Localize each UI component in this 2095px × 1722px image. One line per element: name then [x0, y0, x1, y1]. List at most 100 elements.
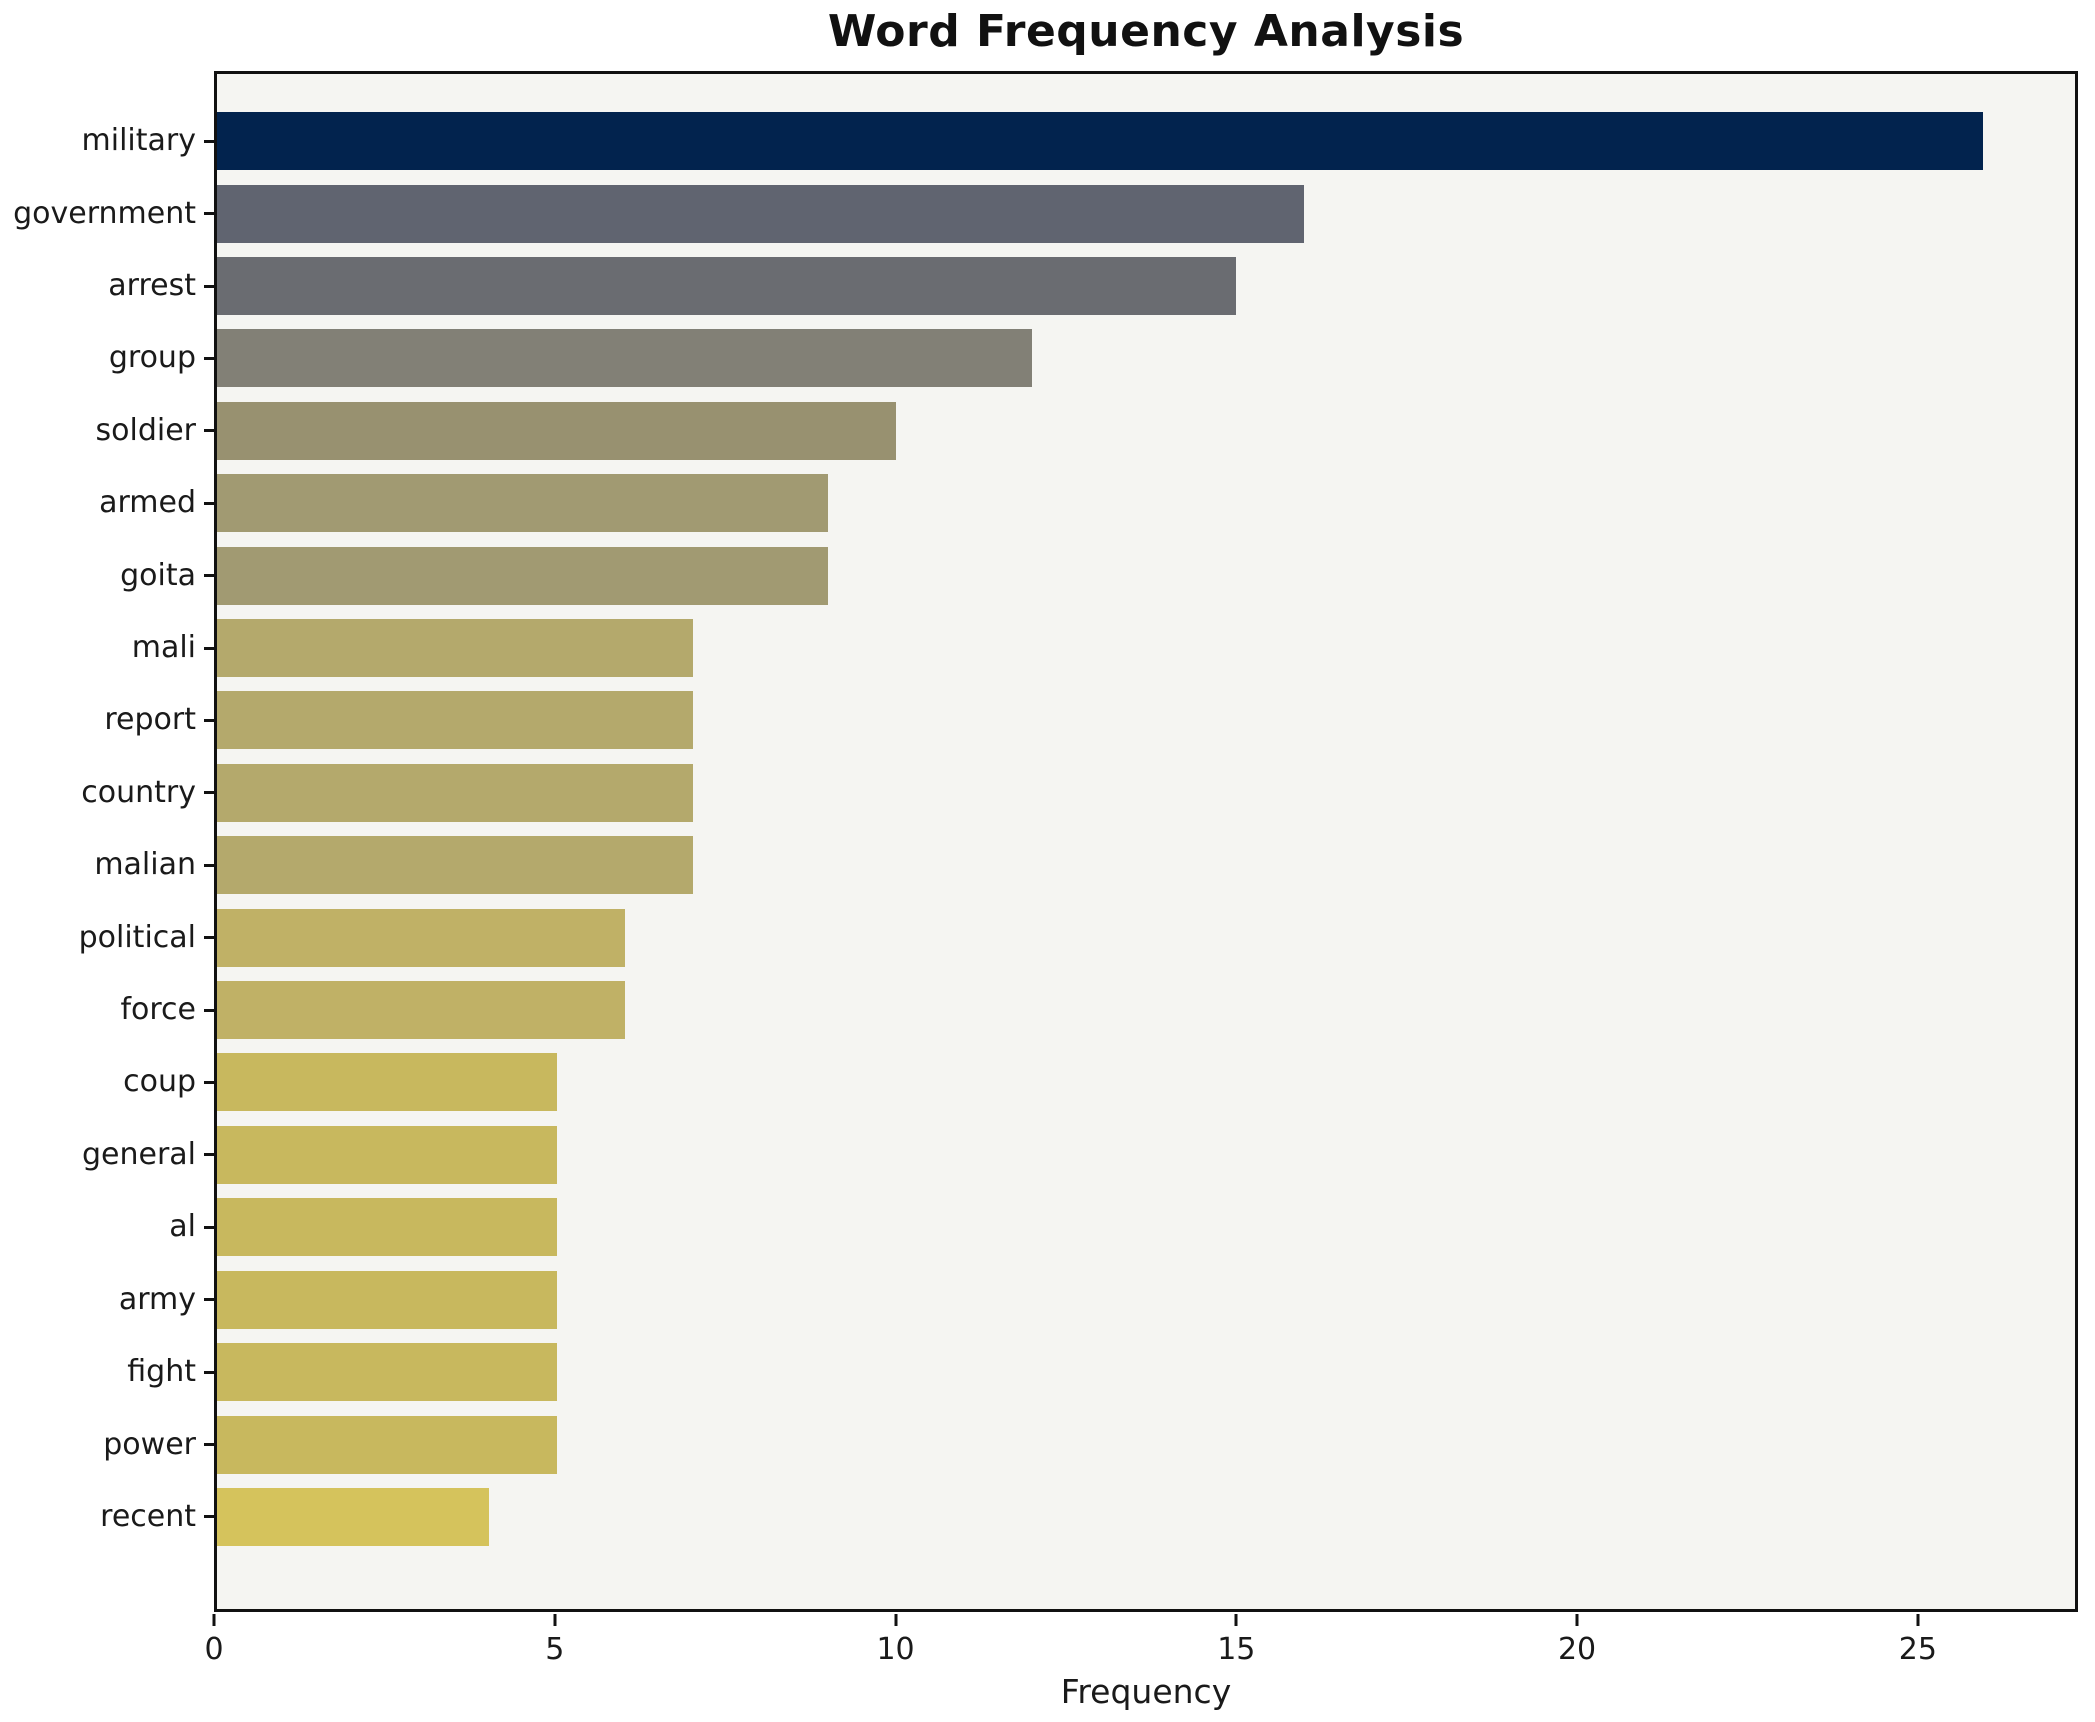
bar-political — [217, 908, 625, 967]
y-tick-mark — [204, 718, 214, 722]
y-label-row-goita: goita — [0, 539, 214, 611]
bar-coup — [217, 1053, 557, 1112]
x-tick-label-15: 15 — [1217, 1632, 1256, 1667]
y-label-political: political — [78, 919, 196, 955]
bar-row-arrest — [217, 250, 2075, 322]
y-label-row-force: force — [0, 974, 214, 1046]
y-tick-mark — [204, 284, 214, 288]
bar-force — [217, 981, 625, 1040]
bar-army — [217, 1270, 557, 1329]
y-label-row-army: army — [0, 1264, 214, 1336]
y-label-malian: malian — [94, 847, 196, 883]
y-label-row-recent: recent — [0, 1481, 214, 1553]
x-tick-label-20: 20 — [1557, 1632, 1597, 1667]
bar-row-soldier — [217, 395, 2075, 467]
bar-arrest — [217, 257, 1236, 316]
bar-goita — [217, 546, 829, 605]
bar-al — [217, 1198, 557, 1257]
bar-government — [217, 184, 1304, 243]
bar-power — [217, 1415, 557, 1474]
y-tick-mark — [204, 1225, 214, 1229]
y-tick-mark — [204, 1153, 214, 1157]
bar-general — [217, 1125, 557, 1184]
bar-row-mali — [217, 612, 2075, 684]
bar-report — [217, 691, 693, 750]
y-label-row-coup: coup — [0, 1046, 214, 1118]
bar-row-power — [217, 1408, 2075, 1480]
bar-row-military — [217, 105, 2075, 177]
x-tick-label-0: 0 — [204, 1632, 224, 1667]
bar-row-general — [217, 1119, 2075, 1191]
bar-group — [217, 329, 1033, 388]
y-tick-mark — [204, 356, 214, 360]
x-tick-mark-20 — [1575, 1614, 1579, 1626]
y-tick-mark — [204, 936, 214, 940]
x-tick-label-5: 5 — [545, 1632, 565, 1667]
y-tick-mark — [204, 1080, 214, 1084]
y-label-coup: coup — [123, 1064, 196, 1100]
bar-malian — [217, 836, 693, 895]
y-tick-mark — [204, 1515, 214, 1519]
x-tick-mark-0 — [212, 1614, 216, 1626]
y-tick-mark — [204, 791, 214, 795]
y-label-row-fight: fight — [0, 1336, 214, 1408]
y-label-government: government — [13, 195, 196, 231]
bar-row-goita — [217, 539, 2075, 611]
y-label-row-country: country — [0, 757, 214, 829]
y-label-row-general: general — [0, 1119, 214, 1191]
y-label-arrest: arrest — [108, 268, 196, 304]
y-label-military: military — [81, 123, 196, 159]
bar-row-political — [217, 901, 2075, 973]
bar-fight — [217, 1343, 557, 1402]
y-label-mali: mali — [131, 630, 196, 666]
y-label-country: country — [81, 774, 196, 810]
y-label-row-power: power — [0, 1408, 214, 1480]
bar-armed — [217, 474, 829, 533]
y-label-row-malian: malian — [0, 829, 214, 901]
y-tick-mark — [204, 863, 214, 867]
y-label-row-mali: mali — [0, 612, 214, 684]
y-tick-mark — [204, 1298, 214, 1302]
y-label-row-group: group — [0, 322, 214, 394]
y-tick-mark — [204, 574, 214, 578]
y-label-group: group — [108, 340, 196, 376]
x-tick-mark-25 — [1916, 1614, 1920, 1626]
y-label-report: report — [104, 702, 196, 738]
bar-mali — [217, 619, 693, 678]
y-label-row-al: al — [0, 1191, 214, 1263]
y-label-row-armed: armed — [0, 467, 214, 539]
y-label-row-arrest: arrest — [0, 250, 214, 322]
y-label-goita: goita — [120, 557, 196, 593]
bar-recent — [217, 1487, 489, 1546]
chart-title: Word Frequency Analysis — [827, 6, 1465, 57]
y-label-fight: fight — [127, 1354, 196, 1390]
bar-row-recent — [217, 1481, 2075, 1553]
bar-row-armed — [217, 467, 2075, 539]
x-axis-title: Frequency — [1060, 1672, 1232, 1711]
bar-row-government — [217, 177, 2075, 249]
bar-military — [217, 112, 1984, 171]
y-label-row-political: political — [0, 901, 214, 973]
y-label-army: army — [118, 1281, 196, 1317]
y-label-soldier: soldier — [95, 412, 197, 448]
y-label-row-soldier: soldier — [0, 395, 214, 467]
y-tick-mark — [204, 646, 214, 650]
x-tick-mark-10 — [894, 1614, 898, 1626]
x-tick-mark-5 — [553, 1614, 557, 1626]
y-label-row-government: government — [0, 177, 214, 249]
x-axis: 0 5 10 15 20 25 — [204, 1612, 2078, 1682]
bar-soldier — [217, 401, 897, 460]
plot-area — [214, 71, 2078, 1612]
bar-row-army — [217, 1264, 2075, 1336]
y-label-armed: armed — [99, 485, 196, 521]
y-label-force: force — [120, 992, 196, 1028]
y-label-recent: recent — [100, 1498, 196, 1534]
y-tick-mark — [204, 1008, 214, 1012]
y-tick-mark — [204, 429, 214, 433]
bar-row-fight — [217, 1336, 2075, 1408]
y-label-row-military: military — [0, 105, 214, 177]
bar-row-report — [217, 684, 2075, 756]
y-tick-mark — [204, 1443, 214, 1447]
bar-row-al — [217, 1191, 2075, 1263]
